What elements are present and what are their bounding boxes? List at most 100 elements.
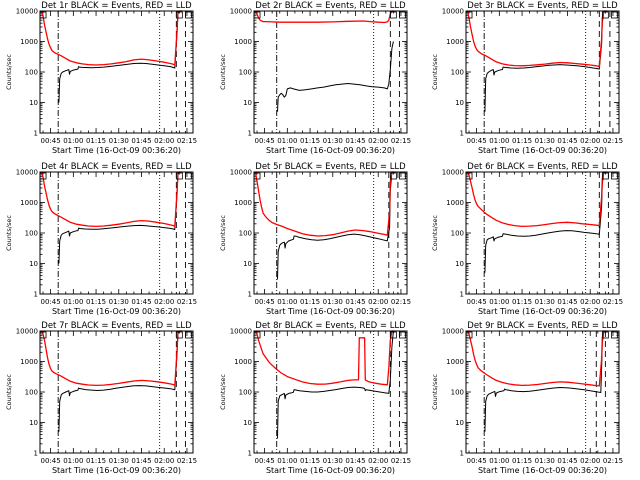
x-tick-label: 01:00 xyxy=(63,457,83,465)
x-tick-label: 01:15 xyxy=(86,137,106,145)
time-box-marker xyxy=(175,11,183,19)
x-axis-label: Start Time (16-Oct-09 00:36:20) xyxy=(52,307,181,316)
x-tick-label: 02:00 xyxy=(154,298,174,306)
detector-panel-6: Det 6r BLACK = Events, RED = LLD Counts/s… xyxy=(431,162,623,316)
y-tick-label: 1000 xyxy=(20,199,38,207)
y-tick-label: 10000 xyxy=(230,328,252,336)
x-axis-label: Start Time (16-Oct-09 00:36:20) xyxy=(478,466,607,475)
plot-frame xyxy=(465,330,620,454)
y-tick-label: 10000 xyxy=(442,8,464,16)
y-tick-label: 1 xyxy=(460,130,464,138)
x-tick-label: 01:30 xyxy=(109,137,129,145)
plot-frame xyxy=(465,10,620,134)
y-axis-label: Counts/sec xyxy=(431,374,439,410)
x-axis-label: Start Time (16-Oct-09 00:36:20) xyxy=(52,466,181,475)
time-box-marker xyxy=(399,172,406,180)
panel-title: Det 4r BLACK = Events, RED = LLD xyxy=(41,162,192,172)
detector-panel-2: Det 2r BLACK = Events, RED = LLD Counts/s… xyxy=(219,1,411,155)
y-tick-label: 10000 xyxy=(16,169,38,177)
x-tick-label: 01:00 xyxy=(277,457,297,465)
y-tick-label: 1 xyxy=(460,291,464,299)
y-tick-label: 1000 xyxy=(234,199,252,207)
x-tick-label: 01:15 xyxy=(300,298,320,306)
x-tick-label: 02:15 xyxy=(177,298,197,306)
panel-title: Det 3r BLACK = Events, RED = LLD xyxy=(467,1,618,11)
x-tick-label: 02:00 xyxy=(154,457,174,465)
time-box-marker xyxy=(185,331,192,339)
plot-frame xyxy=(39,171,194,295)
x-tick-label: 01:15 xyxy=(300,457,320,465)
y-tick-label: 1 xyxy=(248,130,252,138)
x-tick-label: 01:15 xyxy=(512,298,532,306)
plot-frame xyxy=(253,330,408,454)
x-tick-label: 00:45 xyxy=(255,457,275,465)
y-tick-label: 100 xyxy=(451,230,464,238)
y-tick-label: 1000 xyxy=(446,358,464,366)
panel-title: Det 7r BLACK = Events, RED = LLD xyxy=(41,321,192,331)
detector-panel-1: Det 1r BLACK = Events, RED = LLD Counts/s… xyxy=(5,1,197,155)
y-tick-label: 10 xyxy=(243,419,252,427)
y-tick-label: 10000 xyxy=(442,169,464,177)
x-tick-label: 02:00 xyxy=(368,457,388,465)
x-tick-label: 01:00 xyxy=(277,137,297,145)
y-tick-label: 10 xyxy=(29,260,38,268)
x-tick-label: 01:15 xyxy=(512,137,532,145)
series-lld xyxy=(466,10,607,68)
series-lld xyxy=(254,171,395,237)
x-tick-label: 01:30 xyxy=(323,298,343,306)
x-tick-label: 01:30 xyxy=(109,457,129,465)
y-tick-label: 10 xyxy=(455,260,464,268)
plot-frame xyxy=(465,171,620,295)
x-tick-label: 00:45 xyxy=(41,457,61,465)
plot-frame xyxy=(39,10,194,134)
x-tick-label: 02:00 xyxy=(368,298,388,306)
series-lld xyxy=(466,330,607,387)
y-tick-label: 1000 xyxy=(20,358,38,366)
y-axis-label: Counts/sec xyxy=(5,374,13,410)
x-tick-label: 01:15 xyxy=(512,457,532,465)
time-box-marker xyxy=(389,172,397,180)
y-axis-label: Counts/sec xyxy=(431,215,439,251)
series-lld xyxy=(466,171,607,228)
panel-title: Det 6r BLACK = Events, RED = LLD xyxy=(467,162,618,172)
detector-panel-3: Det 3r BLACK = Events, RED = LLD Counts/s… xyxy=(431,1,623,155)
x-tick-label: 02:15 xyxy=(391,298,411,306)
x-axis-label: Start Time (16-Oct-09 00:36:20) xyxy=(478,146,607,155)
time-box-marker xyxy=(389,11,397,19)
y-axis-label: Counts/sec xyxy=(5,54,13,90)
y-tick-label: 1 xyxy=(34,450,38,458)
y-tick-label: 10000 xyxy=(230,169,252,177)
y-tick-label: 100 xyxy=(25,69,38,77)
y-tick-label: 100 xyxy=(25,389,38,397)
x-tick-label: 00:45 xyxy=(255,298,275,306)
plot-frame xyxy=(253,171,408,295)
time-box-marker xyxy=(389,331,397,339)
y-tick-label: 1000 xyxy=(20,38,38,46)
x-tick-label: 00:45 xyxy=(41,298,61,306)
x-tick-label: 02:15 xyxy=(391,457,411,465)
x-tick-label: 01:00 xyxy=(63,298,83,306)
series-lld xyxy=(254,330,395,386)
x-tick-label: 01:15 xyxy=(300,137,320,145)
x-tick-label: 00:45 xyxy=(255,137,275,145)
y-tick-label: 100 xyxy=(451,389,464,397)
time-box-marker xyxy=(601,331,609,339)
x-tick-label: 00:45 xyxy=(41,137,61,145)
time-box-marker xyxy=(611,11,618,19)
panel-title: Det 8r BLACK = Events, RED = LLD xyxy=(255,321,406,331)
y-axis-label: Counts/sec xyxy=(219,374,227,410)
series-events xyxy=(277,171,393,280)
series-events xyxy=(277,330,394,439)
y-tick-label: 1 xyxy=(34,291,38,299)
x-tick-label: 01:00 xyxy=(277,298,297,306)
time-box-marker xyxy=(175,172,183,180)
y-tick-label: 1 xyxy=(460,450,464,458)
x-tick-label: 00:45 xyxy=(467,298,487,306)
series-events xyxy=(277,41,394,112)
y-tick-label: 10 xyxy=(29,99,38,107)
detector-panel-8: Det 8r BLACK = Events, RED = LLD Counts/s… xyxy=(219,321,411,475)
y-axis-label: Counts/sec xyxy=(219,215,227,251)
time-box-marker xyxy=(175,331,183,339)
y-tick-label: 10 xyxy=(29,419,38,427)
x-tick-label: 01:45 xyxy=(557,137,577,145)
